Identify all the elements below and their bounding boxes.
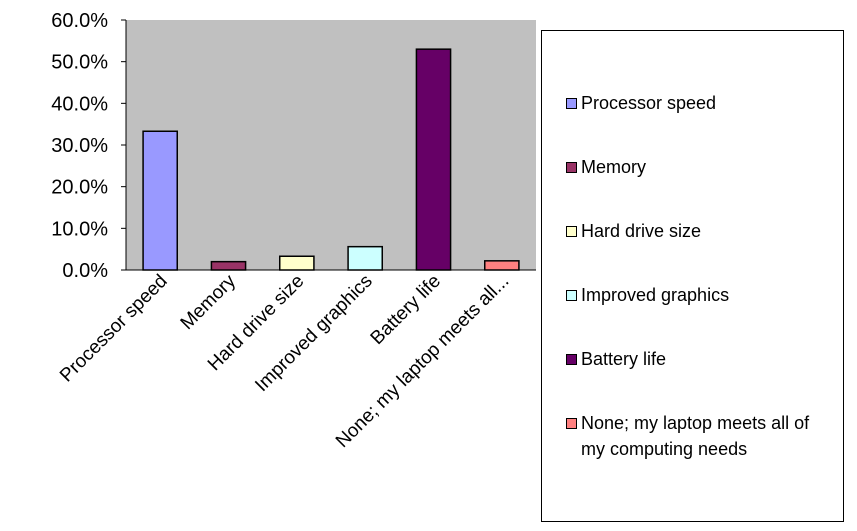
y-tick-label: 60.0% [51, 10, 108, 32]
legend-item: Improved graphics [566, 282, 835, 308]
legend-swatch [566, 354, 577, 365]
y-tick-label: 50.0% [51, 52, 108, 74]
legend-swatch [566, 418, 577, 429]
y-tick-label: 20.0% [51, 177, 108, 199]
legend-item: Hard drive size [566, 218, 835, 244]
bar [279, 255, 315, 271]
legend-label: Processor speed [581, 93, 717, 113]
bar [210, 260, 247, 271]
x-tick-label: Processor speed [56, 271, 172, 387]
legend-label: Battery life [581, 349, 667, 369]
legend-label: Improved graphics [581, 285, 730, 305]
bar [415, 48, 452, 271]
legend-label: None; my laptop meets all of my computin… [581, 413, 810, 459]
legend-item: Battery life [566, 346, 835, 372]
legend-item: None; my laptop meets all of my computin… [566, 410, 835, 462]
plot-area [126, 20, 536, 270]
x-tick-label: Memory [177, 270, 241, 334]
bar [484, 260, 520, 271]
y-tick-label: 10.0% [51, 218, 108, 240]
legend-swatch [566, 226, 577, 237]
legend-swatch [566, 162, 577, 173]
y-tick-label: 0.0% [62, 260, 108, 282]
legend: Processor speed Memory Hard drive size Impr… [541, 30, 844, 522]
legend-item: Processor speed [566, 90, 835, 116]
bar [347, 245, 384, 271]
bar [142, 130, 178, 271]
legend-label: Hard drive size [581, 221, 702, 241]
y-tick-label: 30.0% [51, 135, 108, 157]
x-tick-label: Improved graphics [251, 271, 376, 396]
legend-item: Memory [566, 154, 835, 180]
legend-label: Memory [581, 157, 647, 177]
legend-swatch [566, 98, 577, 109]
legend-swatch [566, 290, 577, 301]
y-tick-label: 40.0% [51, 93, 108, 115]
